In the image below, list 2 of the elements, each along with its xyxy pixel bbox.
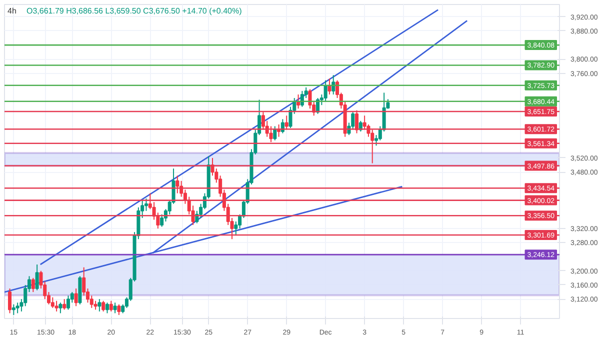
chart-subtitle: 4h (8, 6, 16, 16)
annotation: O3,661.79 H3,686.56 L3,659.50 C3,676.50 +14.70 (+0.40%) (26, 6, 242, 16)
